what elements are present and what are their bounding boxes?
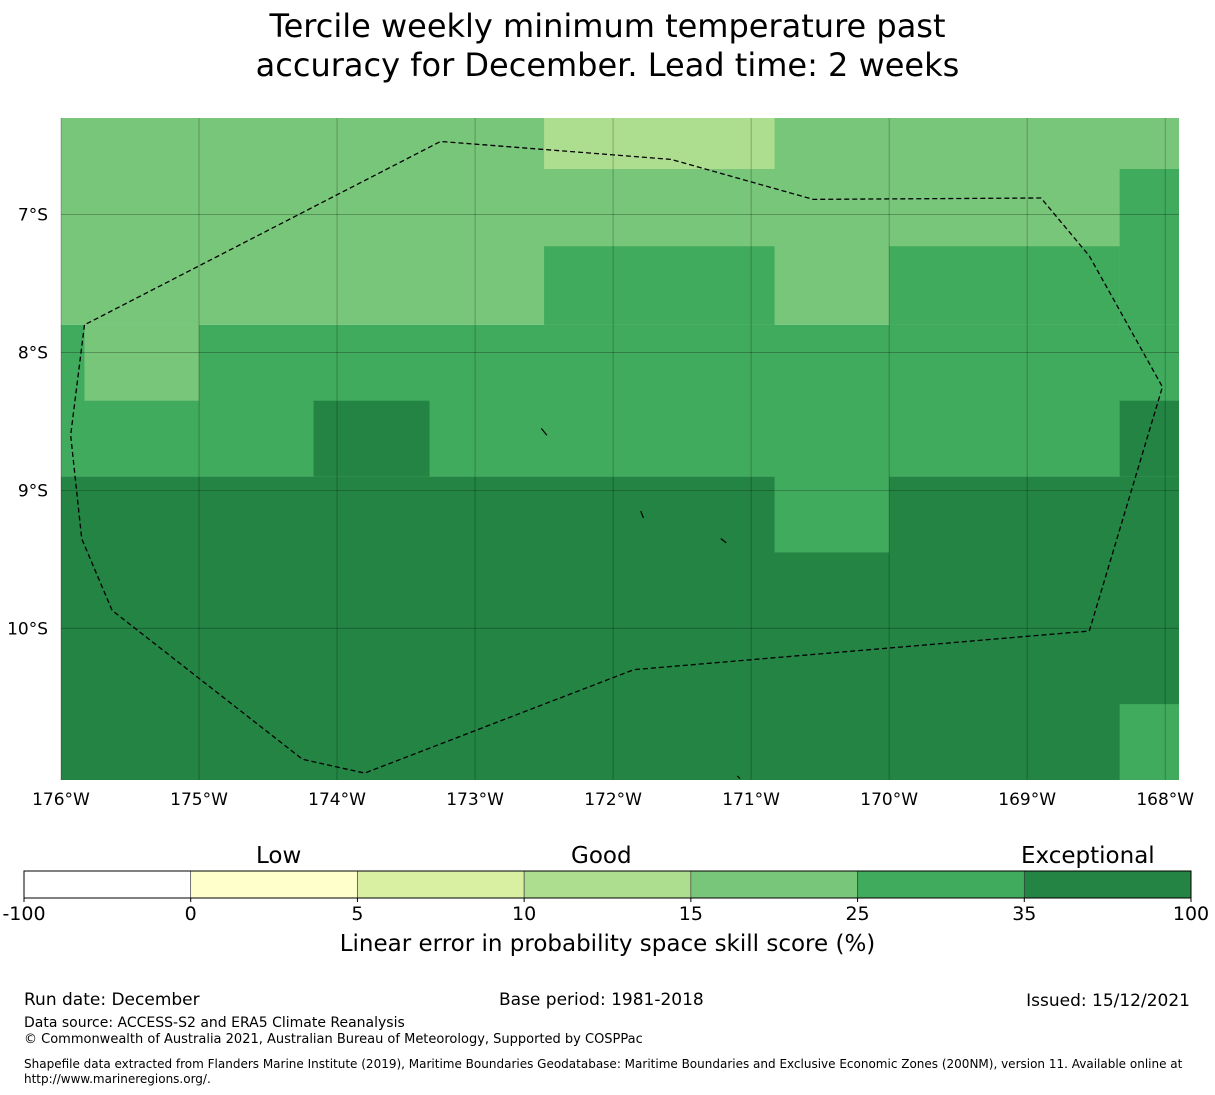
- skill-cell-6: [84, 324, 200, 401]
- base-period: Base period: 1981-2018: [499, 990, 704, 1010]
- eez-boundary-layer: [70, 140, 1164, 774]
- colorbar-tick-label: 100: [1173, 903, 1209, 925]
- skill-grid-cells: [61, 118, 1179, 780]
- colorbar-bin: [523, 870, 692, 899]
- colorbar-bin: [357, 870, 525, 899]
- colorbar: -100 0 5 10 15 25 35 100: [2, 870, 1209, 925]
- skill-cell-9: [61, 476, 1179, 780]
- latitude-tick-labels: 7°S 8°S 9°S 10°S: [7, 206, 48, 640]
- skill-cell-2: [1119, 169, 1179, 325]
- island-outline: [640, 510, 645, 519]
- y-tick-label: 9°S: [18, 481, 48, 501]
- issued-date: Issued: 15/12/2021: [1026, 991, 1190, 1011]
- x-tick-label: 168°W: [1136, 790, 1194, 810]
- colorbar-label-low: Low: [256, 843, 302, 869]
- colorbar-tick-label: 25: [845, 903, 869, 925]
- skill-cell-10: [774, 476, 890, 553]
- skill-cell-8: [1119, 400, 1179, 477]
- skill-map: 176°W 175°W 174°W 173°W 172°W 171°W 170°W 169°W…: [7, 118, 1194, 810]
- x-tick-label: 174°W: [308, 790, 366, 810]
- colorbar-bin: [23, 870, 192, 899]
- data-source: Data source: ACCESS-S2 and ERA5 Climate …: [24, 1015, 405, 1031]
- colorbar-tick-label: 0: [185, 903, 197, 925]
- skill-cell-4: [889, 246, 1120, 325]
- colorbar-tick-label: 35: [1012, 903, 1036, 925]
- colorbar-tick-label: -100: [2, 903, 45, 925]
- x-tick-label: 171°W: [722, 790, 780, 810]
- y-tick-label: 8°S: [18, 343, 48, 363]
- x-tick-label: 175°W: [170, 790, 228, 810]
- colorbar-axis-label: Linear error in probability space skill …: [339, 931, 876, 957]
- colorbar-bin: [690, 870, 858, 899]
- skill-cell-5: [61, 324, 1179, 477]
- x-tick-label: 173°W: [446, 790, 504, 810]
- colorbar-bin: [190, 870, 358, 899]
- x-tick-label: 170°W: [860, 790, 918, 810]
- copyright-notice: © Commonwealth of Australia 2021, Austra…: [24, 1032, 643, 1047]
- x-tick-label: 176°W: [32, 790, 90, 810]
- island-outline: [720, 538, 727, 544]
- run-date: Run date: December: [24, 990, 200, 1010]
- colorbar-frame: [23, 870, 1192, 899]
- islands-layer: [540, 427, 741, 780]
- colorbar-tick-label: 5: [351, 903, 363, 925]
- colorbar-label-exceptional: Exceptional: [1021, 843, 1155, 869]
- longitude-tick-labels: 176°W 175°W 174°W 173°W 172°W 171°W 170°W 169°W…: [32, 790, 1194, 810]
- colorbar-tick-label: 15: [679, 903, 703, 925]
- y-tick-label: 10°S: [7, 619, 48, 639]
- skill-cell-7: [313, 400, 430, 477]
- colorbar-tick-label: 10: [512, 903, 536, 925]
- shapefile-credit: Shapefile data extracted from Flanders M…: [24, 1057, 1183, 1086]
- colorbar-bin: [857, 870, 1025, 899]
- x-tick-label: 169°W: [998, 790, 1056, 810]
- colorbar-bin: [1023, 870, 1192, 899]
- skill-cell-11: [1119, 704, 1179, 780]
- map-title-line-1: Tercile weekly minimum temperature past: [269, 7, 946, 45]
- island-outline: [540, 427, 548, 436]
- eez-boundary: [70, 140, 1164, 774]
- map-title-line-2: accuracy for December. Lead time: 2 week…: [255, 46, 960, 84]
- island-outline: [736, 775, 741, 780]
- x-tick-label: 172°W: [584, 790, 642, 810]
- y-tick-label: 7°S: [18, 206, 48, 226]
- graticule: [60, 118, 1179, 780]
- skill-cell-3: [544, 246, 775, 325]
- colorbar-label-good: Good: [571, 843, 632, 869]
- skill-cell-1: [544, 118, 775, 170]
